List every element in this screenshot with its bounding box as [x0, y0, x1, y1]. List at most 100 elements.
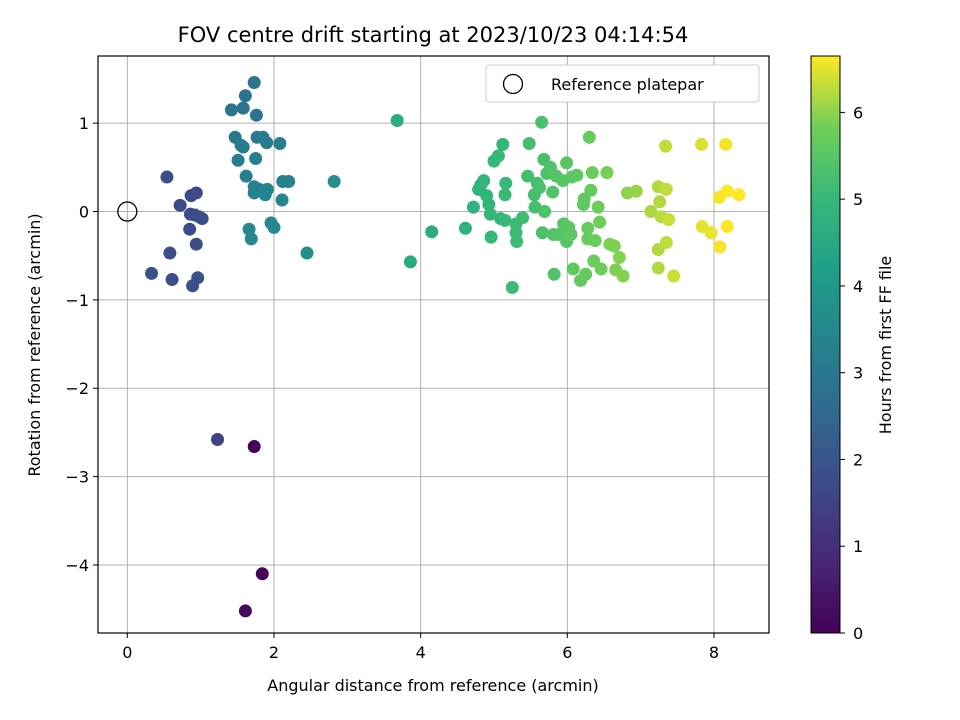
data-point	[594, 262, 608, 276]
data-point	[560, 156, 574, 170]
x-axis-label: Angular distance from reference (arcmin)	[267, 676, 598, 695]
data-point	[249, 108, 263, 122]
data-point	[484, 230, 498, 244]
data-point	[499, 176, 513, 190]
data-point	[732, 188, 746, 202]
data-point	[516, 211, 530, 225]
data-point	[145, 266, 159, 280]
data-point	[189, 237, 203, 251]
data-point	[510, 235, 524, 249]
data-point	[186, 279, 200, 293]
data-point	[244, 232, 258, 246]
data-point	[547, 267, 561, 281]
data-point	[577, 192, 591, 206]
data-point	[498, 188, 512, 202]
legend: Reference platepar	[485, 64, 760, 103]
data-point	[165, 273, 179, 287]
data-point	[581, 221, 595, 235]
colorbar-label: Hours from first FF file	[876, 256, 895, 435]
data-point	[704, 226, 718, 240]
colorbar-tick-label: 3	[853, 364, 863, 383]
data-point	[189, 186, 203, 200]
y-tick-label: −1	[65, 291, 89, 310]
data-point	[720, 184, 734, 198]
data-point	[211, 432, 225, 446]
data-point	[255, 567, 269, 581]
data-point	[579, 267, 593, 281]
data-point	[538, 205, 552, 219]
y-tick-label: −4	[65, 556, 89, 575]
data-point	[695, 137, 709, 151]
data-point	[275, 193, 289, 207]
data-point	[651, 261, 665, 275]
data-point	[258, 188, 272, 202]
reference-platepar-marker	[117, 201, 138, 222]
data-point	[458, 221, 472, 235]
data-point	[482, 197, 496, 211]
colorbar-tick-label: 5	[853, 190, 863, 209]
data-point	[239, 169, 253, 183]
colorbar: 0 1 2 3 4 5 6 Hours from first FF file	[810, 55, 895, 643]
legend-marker-icon	[502, 73, 524, 95]
data-point	[612, 250, 626, 264]
data-point	[195, 212, 209, 226]
data-point	[238, 604, 252, 618]
y-tick-label: 1	[79, 114, 89, 133]
plot-frame	[97, 55, 770, 634]
data-point	[585, 166, 599, 180]
data-point	[238, 89, 252, 103]
data-point	[535, 115, 549, 129]
colorbar-ticks: 0 1 2 3 4 5 6	[840, 103, 863, 643]
legend-label: Reference platepar	[551, 75, 704, 94]
data-point	[273, 136, 287, 150]
x-tick-label: 8	[709, 643, 719, 662]
data-point	[267, 220, 281, 234]
data-point	[236, 101, 250, 115]
data-point	[607, 239, 621, 253]
data-point	[582, 130, 596, 144]
data-point	[522, 136, 536, 150]
colorbar-tick-label: 2	[853, 450, 863, 469]
data-point	[659, 182, 673, 196]
data-point	[477, 174, 491, 188]
data-point	[163, 246, 177, 260]
data-point	[659, 235, 673, 249]
y-tick-label: 0	[79, 203, 89, 222]
data-point	[546, 185, 560, 199]
data-point	[242, 222, 256, 236]
data-point	[300, 246, 314, 260]
data-point	[667, 269, 681, 283]
x-tick-label: 4	[416, 643, 426, 662]
data-point	[403, 255, 417, 269]
data-point	[659, 139, 673, 153]
data-point	[713, 240, 727, 254]
y-axis-ticks: −4 −3 −2 −1 0 1	[65, 114, 98, 575]
data-point	[521, 169, 535, 183]
y-axis-label: Rotation from reference (arcmin)	[25, 213, 44, 476]
data-point	[588, 234, 602, 248]
data-point	[570, 168, 584, 182]
data-point	[498, 213, 512, 227]
data-point	[505, 281, 519, 295]
data-point	[584, 183, 598, 197]
data-point	[247, 440, 261, 454]
data-point	[183, 222, 197, 236]
x-tick-label: 2	[269, 643, 279, 662]
data-point	[390, 114, 404, 128]
colorbar-tick-label: 1	[853, 537, 863, 556]
data-point	[653, 195, 667, 209]
y-tick-label: −3	[65, 468, 89, 487]
data-point	[616, 269, 630, 283]
data-point	[425, 225, 439, 239]
data-point	[483, 207, 497, 221]
colorbar-gradient	[810, 55, 841, 634]
data-point	[600, 166, 614, 180]
x-tick-label: 6	[562, 643, 572, 662]
data-point	[593, 215, 607, 229]
y-tick-label: −2	[65, 379, 89, 398]
data-point	[720, 220, 734, 234]
plot-area	[98, 56, 769, 633]
data-point	[247, 186, 261, 200]
colorbar-tick-label: 6	[853, 103, 863, 122]
